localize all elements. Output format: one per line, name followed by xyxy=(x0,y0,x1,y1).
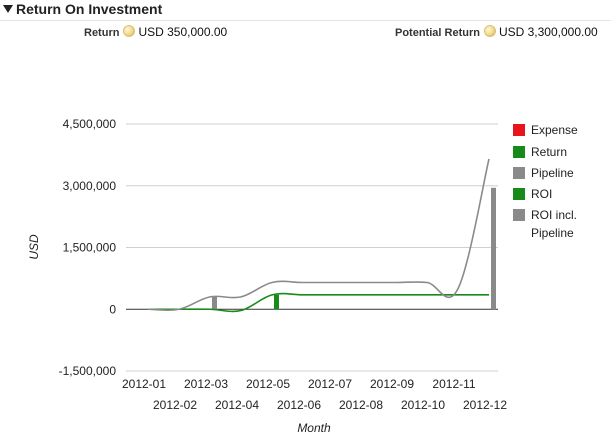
legend-swatch xyxy=(513,124,525,136)
x-tick-label: 2012-07 xyxy=(308,377,352,391)
legend-label: Pipeline xyxy=(531,226,574,240)
return-summary: Return USD 350,000.00 xyxy=(84,25,227,39)
bar-pipeline xyxy=(212,296,217,310)
legend-swatch xyxy=(513,209,525,221)
line-roi xyxy=(148,292,489,313)
y-tick-label: 4,500,000 xyxy=(63,117,117,131)
x-tick-label: 2012-01 xyxy=(122,377,166,391)
y-tick-label: -1,500,000 xyxy=(59,364,117,378)
x-tick-label: 2012-11 xyxy=(432,377,475,391)
bar-pipeline xyxy=(491,187,496,310)
legend-swatch xyxy=(513,188,525,200)
y-tick-label: 3,000,000 xyxy=(63,179,117,193)
y-tick-label: 0 xyxy=(109,302,116,316)
legend-label: Pipeline xyxy=(531,166,574,180)
x-tick-label: 2012-10 xyxy=(401,398,445,412)
coin-icon xyxy=(483,25,496,37)
return-label: Return xyxy=(84,27,120,39)
potential-return-label: Potential Return xyxy=(395,27,480,39)
legend-label: ROI incl. xyxy=(531,208,577,222)
summary-bar: Return USD 350,000.00 Potential Return USD… xyxy=(0,22,611,42)
panel-title: Return On Investment xyxy=(16,1,163,17)
return-value: USD 350,000.00 xyxy=(138,25,228,39)
x-axis-title: Month xyxy=(297,421,331,435)
y-tick-label: 1,500,000 xyxy=(63,241,117,255)
x-tick-label: 2012-08 xyxy=(339,398,383,412)
x-tick-label: 2012-05 xyxy=(246,377,290,391)
collapse-triangle-icon[interactable] xyxy=(3,5,13,13)
x-tick-label: 2012-09 xyxy=(370,377,414,391)
y-axis-title: USD xyxy=(27,234,41,260)
legend-label: Return xyxy=(531,145,567,159)
x-tick-label: 2012-06 xyxy=(277,398,321,412)
panel-header: Return On Investment xyxy=(0,0,611,21)
coin-icon xyxy=(123,25,136,37)
potential-return-value: USD 3,300,000.00 xyxy=(498,25,598,39)
x-tick-label: 2012-04 xyxy=(215,398,259,412)
legend-label: ROI xyxy=(531,187,552,201)
legend-label: Expense xyxy=(531,123,578,137)
potential-return-summary: Potential Return USD 3,300,000.00 xyxy=(395,25,598,39)
line-roi-incl-pipeline xyxy=(147,158,490,312)
legend-swatch xyxy=(513,146,525,158)
legend-swatch xyxy=(513,167,525,179)
x-tick-label: 2012-02 xyxy=(153,398,197,412)
bar-return xyxy=(274,294,279,310)
x-tick-label: 2012-03 xyxy=(184,377,228,391)
x-tick-label: 2012-12 xyxy=(463,398,507,412)
